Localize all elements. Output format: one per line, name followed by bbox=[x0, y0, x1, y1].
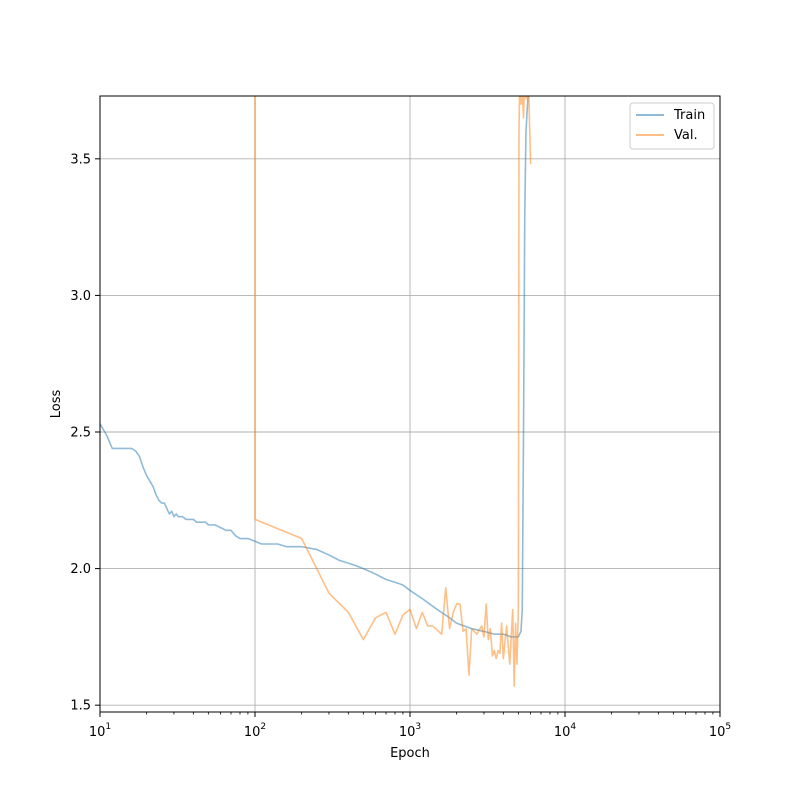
legend: Train Val. bbox=[629, 102, 715, 150]
axis-ticks: 101 102 103 104 105 1.5 2.0 2.5 3.0 3.5 bbox=[70, 152, 731, 740]
y-tick-label: 1.5 bbox=[70, 699, 91, 714]
legend-train-label: Train bbox=[673, 108, 705, 123]
y-axis-label: Loss bbox=[49, 390, 64, 419]
x-tick-label: 103 bbox=[399, 722, 421, 740]
x-tick-label: 102 bbox=[244, 722, 266, 740]
x-tick-label: 104 bbox=[554, 722, 577, 740]
x-axis-label: Epoch bbox=[390, 746, 430, 761]
y-tick-label: 2.5 bbox=[70, 426, 91, 441]
x-tick-label: 105 bbox=[709, 722, 731, 740]
y-tick-label: 3.0 bbox=[70, 289, 91, 304]
x-tick-label: 101 bbox=[89, 722, 111, 740]
legend-val-label: Val. bbox=[674, 128, 698, 143]
series-layer bbox=[100, 96, 532, 687]
y-tick-label: 2.0 bbox=[70, 562, 91, 577]
val-series-line bbox=[254, 96, 532, 687]
y-tick-label: 3.5 bbox=[70, 152, 91, 167]
